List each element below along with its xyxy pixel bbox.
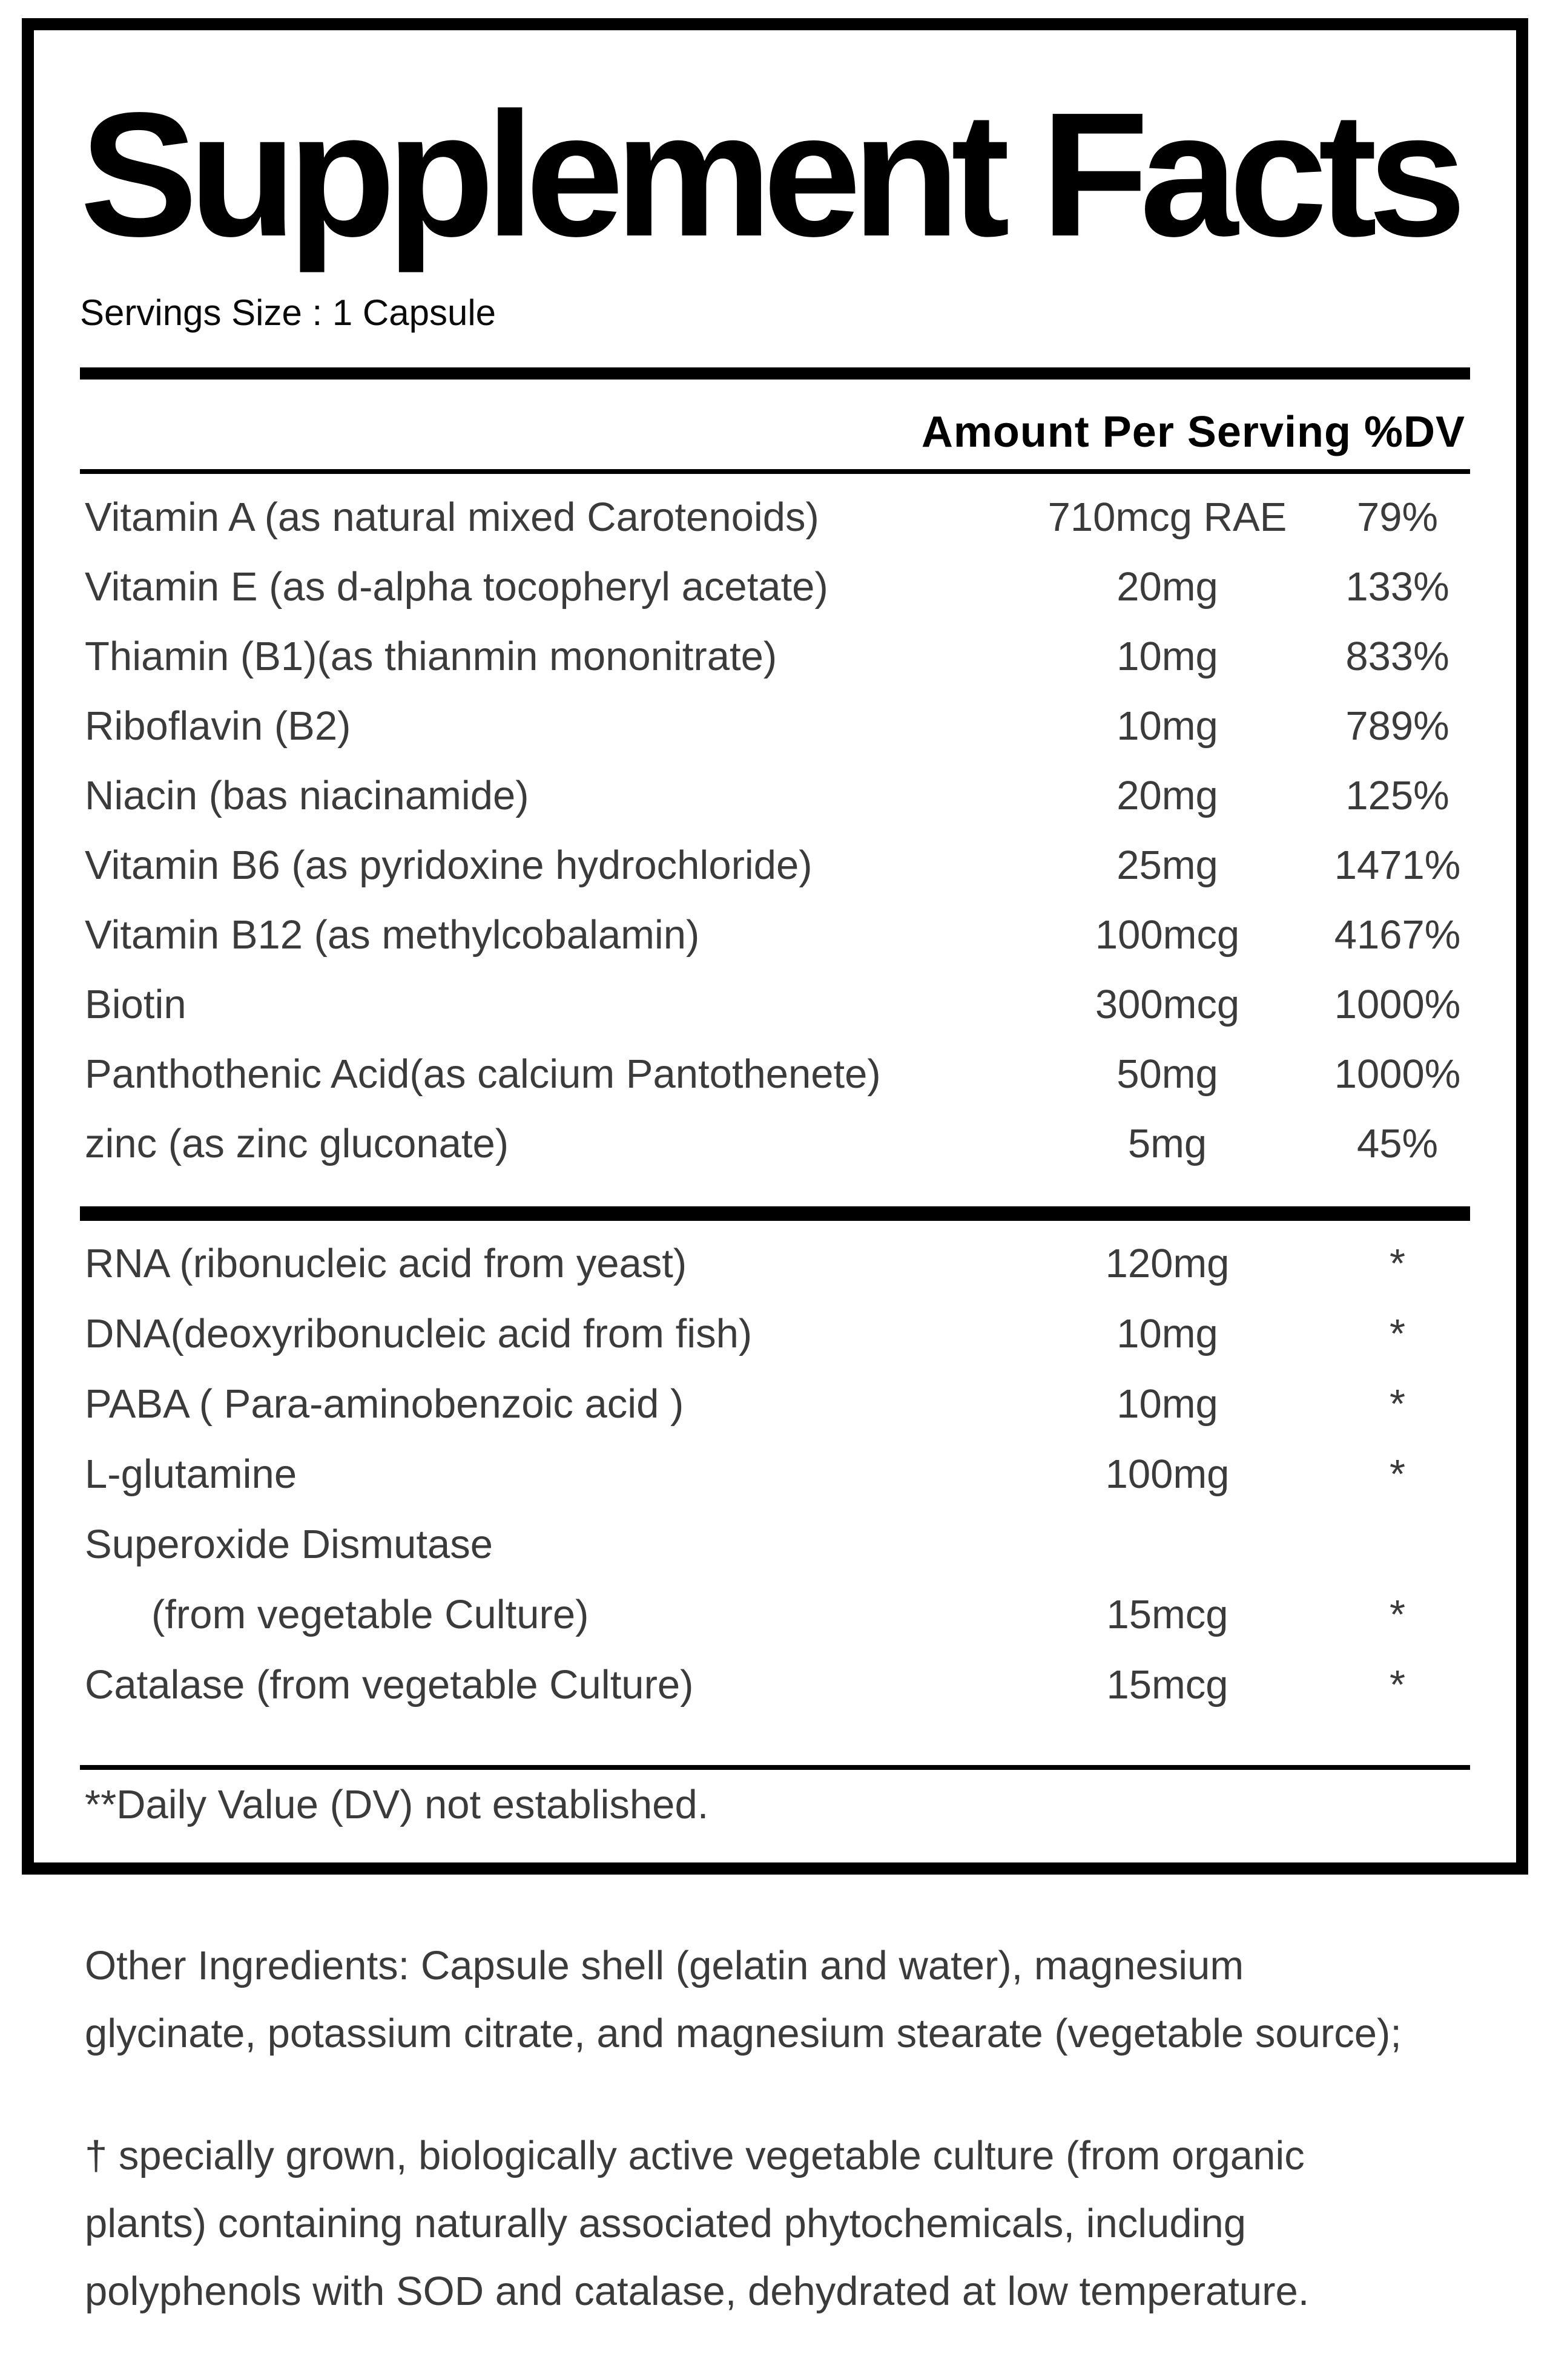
culture-note-line: † specially grown, biologically active v… bbox=[85, 2133, 1305, 2178]
nutrient-name: Vitamin E (as d-alpha tocopheryl acetate… bbox=[85, 564, 828, 610]
amount-per-serving-value: 20mg bbox=[1116, 773, 1218, 818]
table-row: Superoxide Dismutase bbox=[80, 1509, 1470, 1579]
nutrient-name: Vitamin B12 (as methylcobalamin) bbox=[85, 912, 700, 958]
supplement-facts-panel: Supplement Facts Servings Size : 1 Capsu… bbox=[22, 18, 1528, 1875]
amount-per-serving-value: 15mcg bbox=[1106, 1591, 1228, 1637]
daily-value-footnote: **Daily Value (DV) not established. bbox=[85, 1782, 709, 1827]
amount-per-serving-value: 10mg bbox=[1116, 703, 1218, 749]
nutrient-name: Panthothenic Acid(as calcium Pantothenet… bbox=[85, 1051, 881, 1097]
daily-value-percent: 79% bbox=[1356, 495, 1439, 540]
header-rule bbox=[80, 469, 1470, 474]
daily-value-percent: 833% bbox=[1345, 634, 1449, 679]
nutrient-name: RNA (ribonucleic acid from yeast) bbox=[85, 1240, 687, 1286]
nutrient-rows-section-1: Vitamin A (as natural mixed Carotenoids)… bbox=[80, 474, 1470, 1178]
table-row: PABA ( Para-aminobenzoic acid ) 10mg * bbox=[80, 1369, 1470, 1439]
daily-value-percent: 133% bbox=[1345, 564, 1449, 610]
amount-per-serving-value: 100mcg bbox=[1095, 912, 1240, 958]
nutrient-name: Vitamin B6 (as pyridoxine hydrochloride) bbox=[85, 843, 813, 888]
daily-value-percent: * bbox=[1389, 1240, 1406, 1286]
nutrient-name: Thiamin (B1)(as thianmin mononitrate) bbox=[85, 634, 777, 679]
nutrient-name: DNA(deoxyribonucleic acid from fish) bbox=[85, 1310, 753, 1356]
nutrient-name: zinc (as zinc gluconate) bbox=[85, 1121, 509, 1166]
column-header: Amount Per Serving %DV bbox=[921, 408, 1465, 456]
nutrient-name: Vitamin A (as natural mixed Carotenoids) bbox=[85, 495, 819, 540]
table-row: Niacin (bas niacinamide) 20mg 125% bbox=[80, 761, 1470, 830]
nutrient-rows-section-2: RNA (ribonucleic acid from yeast) 120mg * D… bbox=[80, 1221, 1470, 1720]
culture-note-line: polyphenols with SOD and catalase, dehyd… bbox=[85, 2269, 1310, 2314]
nutrient-name: Biotin bbox=[85, 982, 186, 1027]
table-row: Vitamin A (as natural mixed Carotenoids)… bbox=[80, 482, 1470, 552]
amount-per-serving-value: 15mcg bbox=[1106, 1662, 1228, 1708]
amount-per-serving-value: 25mg bbox=[1116, 843, 1218, 888]
nutrient-name: Catalase (from vegetable Culture) bbox=[85, 1662, 694, 1708]
below-panel-text: Other Ingredients: Capsule shell (gelati… bbox=[85, 1932, 1514, 2326]
other-ingredients-line: glycinate, potassium citrate, and magnes… bbox=[85, 2011, 1402, 2056]
nutrient-name: (from vegetable Culture) bbox=[151, 1591, 589, 1637]
thick-divider-middle bbox=[80, 1206, 1470, 1221]
table-row: Vitamin E (as d-alpha tocopheryl acetate… bbox=[80, 552, 1470, 622]
nutrient-name: L-glutamine bbox=[85, 1451, 297, 1497]
culture-note-line: plants) containing naturally associated … bbox=[85, 2201, 1247, 2246]
table-row: Thiamin (B1)(as thianmin mononitrate) 10m… bbox=[80, 622, 1470, 691]
serving-size-text: Servings Size : 1 Capsule bbox=[80, 292, 496, 333]
table-row: (from vegetable Culture) 15mcg * bbox=[80, 1579, 1470, 1649]
amount-per-serving-value: 120mg bbox=[1105, 1240, 1230, 1286]
daily-value-percent: 1000% bbox=[1334, 982, 1461, 1027]
amount-per-serving-value: 50mg bbox=[1116, 1051, 1218, 1097]
table-row: Riboflavin (B2) 10mg 789% bbox=[80, 691, 1470, 761]
table-row: Biotin 300mcg 1000% bbox=[80, 970, 1470, 1039]
amount-per-serving-value: 100mg bbox=[1105, 1451, 1230, 1497]
daily-value-percent: * bbox=[1389, 1451, 1406, 1497]
nutrient-name: Niacin (bas niacinamide) bbox=[85, 773, 529, 818]
table-row: RNA (ribonucleic acid from yeast) 120mg * bbox=[80, 1228, 1470, 1298]
daily-value-percent: 1000% bbox=[1334, 1051, 1461, 1097]
nutrient-name: Riboflavin (B2) bbox=[85, 703, 351, 749]
amount-per-serving-value: 10mg bbox=[1116, 1310, 1218, 1356]
other-ingredients-line: Other Ingredients: Capsule shell (gelati… bbox=[85, 1943, 1244, 1988]
table-row: zinc (as zinc gluconate) 5mg 45% bbox=[80, 1109, 1470, 1178]
footnote-rule bbox=[80, 1765, 1470, 1770]
table-row: Vitamin B12 (as methylcobalamin) 100mcg 41… bbox=[80, 900, 1470, 970]
culture-note-paragraph: † specially grown, biologically active v… bbox=[85, 2122, 1514, 2326]
panel-content: Supplement Facts Servings Size : 1 Capsu… bbox=[34, 30, 1516, 1862]
amount-per-serving-value: 20mg bbox=[1116, 564, 1218, 610]
amount-per-serving-value: 5mg bbox=[1127, 1121, 1207, 1166]
table-row: L-glutamine 100mg * bbox=[80, 1439, 1470, 1509]
nutrient-name: PABA ( Para-aminobenzoic acid ) bbox=[85, 1381, 684, 1427]
panel-title: Supplement Facts bbox=[80, 76, 1466, 273]
daily-value-percent: * bbox=[1389, 1381, 1406, 1427]
thick-divider-top bbox=[80, 367, 1470, 380]
daily-value-percent: 789% bbox=[1345, 703, 1449, 749]
daily-value-percent: 125% bbox=[1345, 773, 1449, 818]
table-row: Catalase (from vegetable Culture) 15mcg * bbox=[80, 1649, 1470, 1720]
amount-per-serving-value: 10mg bbox=[1116, 634, 1218, 679]
daily-value-percent: 1471% bbox=[1334, 843, 1461, 888]
other-ingredients-paragraph: Other Ingredients: Capsule shell (gelati… bbox=[85, 1932, 1514, 2068]
amount-per-serving-value: 710mcg RAE bbox=[1047, 495, 1287, 540]
daily-value-percent: 45% bbox=[1356, 1121, 1439, 1166]
table-row: Panthothenic Acid(as calcium Pantothenet… bbox=[80, 1039, 1470, 1109]
table-row: Vitamin B6 (as pyridoxine hydrochloride)… bbox=[80, 830, 1470, 900]
amount-per-serving-value: 300mcg bbox=[1095, 982, 1240, 1027]
table-row: DNA(deoxyribonucleic acid from fish) 10mg… bbox=[80, 1298, 1470, 1369]
daily-value-percent: * bbox=[1389, 1310, 1406, 1356]
amount-per-serving-value: 10mg bbox=[1116, 1381, 1218, 1427]
nutrient-name: Superoxide Dismutase bbox=[85, 1521, 493, 1567]
daily-value-percent: 4167% bbox=[1334, 912, 1461, 958]
daily-value-percent: * bbox=[1389, 1662, 1406, 1708]
daily-value-percent: * bbox=[1389, 1591, 1406, 1637]
